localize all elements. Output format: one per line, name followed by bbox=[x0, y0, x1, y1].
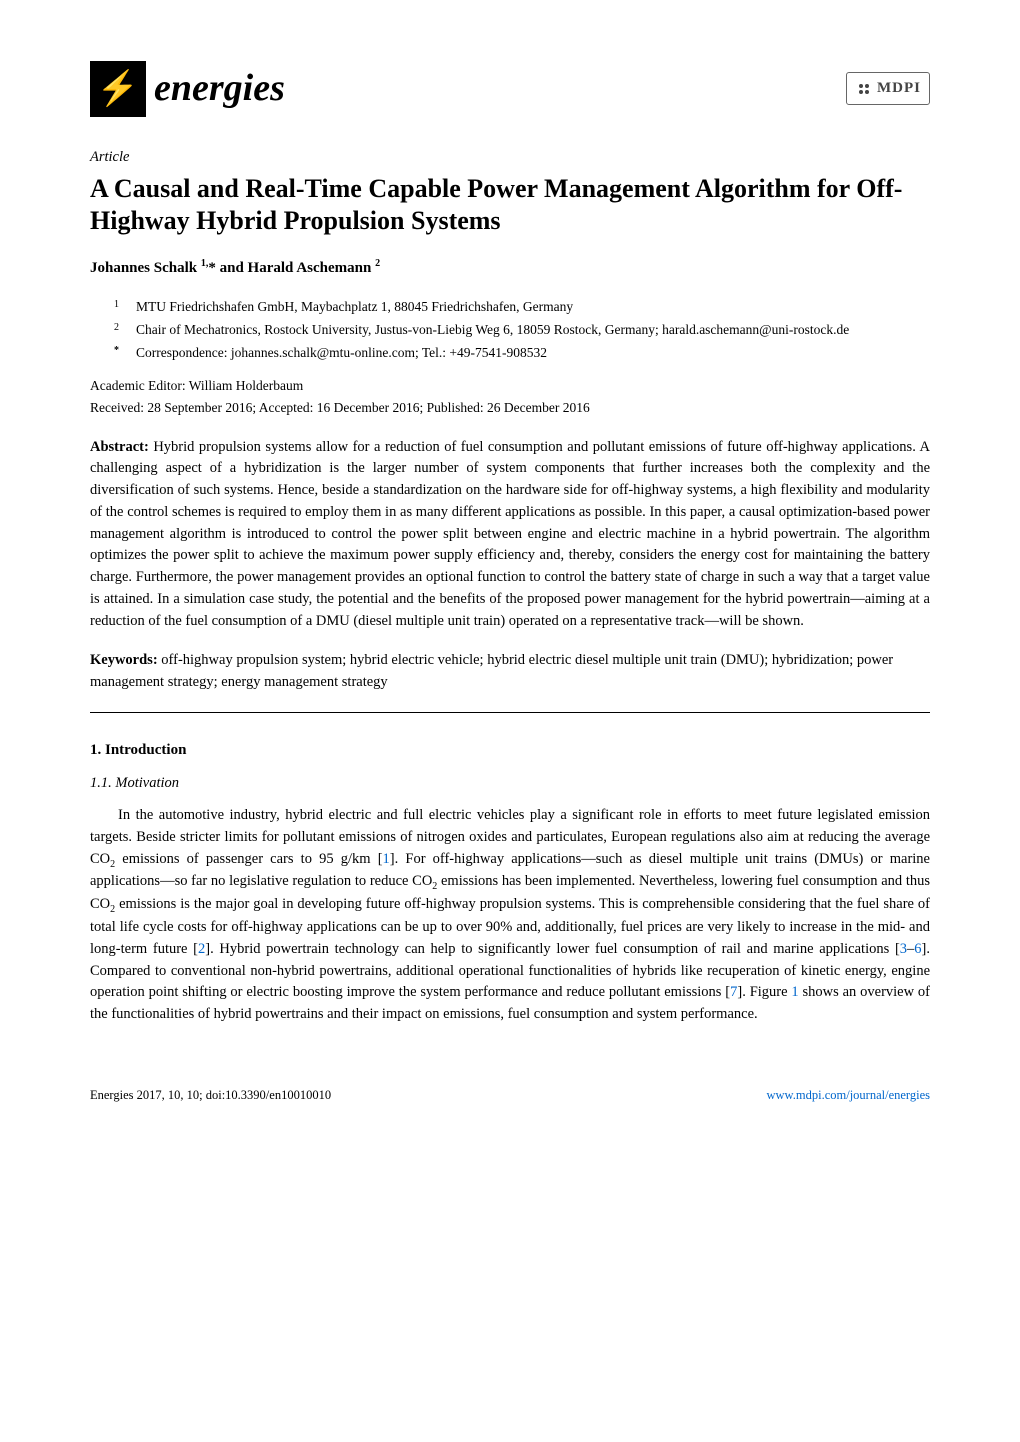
affiliations-list: 1 MTU Friedrichshafen GmbH, Maybachplatz … bbox=[114, 297, 930, 364]
section-1-heading: 1. Introduction bbox=[90, 739, 930, 762]
footer-link[interactable]: www.mdpi.com/journal/energies bbox=[766, 1088, 930, 1102]
academic-editor: Academic Editor: William Holderbaum bbox=[90, 376, 930, 396]
keywords-label: Keywords: bbox=[90, 652, 158, 668]
article-type: Article bbox=[90, 147, 930, 169]
affiliation-row: 1 MTU Friedrichshafen GmbH, Maybachplatz … bbox=[114, 297, 930, 318]
section-rule bbox=[90, 712, 930, 713]
footer-journal-url[interactable]: www.mdpi.com/journal/energies bbox=[766, 1086, 930, 1105]
affiliation-text: Correspondence: johannes.schalk@mtu-onli… bbox=[136, 343, 547, 364]
abstract-text: Hybrid propulsion systems allow for a re… bbox=[90, 439, 930, 629]
footer-citation: Energies 2017, 10, 10; doi:10.3390/en100… bbox=[90, 1086, 331, 1105]
keywords-block: Keywords: off-highway propulsion system;… bbox=[90, 650, 930, 694]
affiliation-sup: 2 bbox=[114, 320, 124, 341]
journal-logo-block: ⚡ energies bbox=[90, 60, 285, 117]
bolt-icon: ⚡ bbox=[97, 63, 139, 114]
affiliation-text: MTU Friedrichshafen GmbH, Maybachplatz 1… bbox=[136, 297, 573, 318]
affiliation-row: * Correspondence: johannes.schalk@mtu-onl… bbox=[114, 343, 930, 364]
abstract-block: Abstract: Hybrid propulsion systems allo… bbox=[90, 437, 930, 633]
abstract-label: Abstract: bbox=[90, 439, 149, 455]
journal-name: energies bbox=[154, 60, 285, 117]
affiliation-text: Chair of Mechatronics, Rostock Universit… bbox=[136, 320, 849, 341]
affiliation-sup: 1 bbox=[114, 297, 124, 318]
article-title: A Causal and Real-Time Capable Power Man… bbox=[90, 173, 930, 238]
section-1-1-heading: 1.1. Motivation bbox=[90, 773, 930, 795]
page-header: ⚡ energies MDPI bbox=[90, 60, 930, 117]
article-dates: Received: 28 September 2016; Accepted: 1… bbox=[90, 398, 930, 418]
publisher-name: MDPI bbox=[877, 77, 921, 100]
keywords-text: off-highway propulsion system; hybrid el… bbox=[90, 652, 893, 690]
mdpi-icon bbox=[855, 80, 873, 98]
journal-logo-square: ⚡ bbox=[90, 61, 146, 117]
affiliation-sup: * bbox=[114, 343, 124, 364]
article-authors: Johannes Schalk 1,* and Harald Aschemann… bbox=[90, 256, 930, 280]
publisher-logo: MDPI bbox=[846, 72, 930, 105]
affiliation-row: 2 Chair of Mechatronics, Rostock Universi… bbox=[114, 320, 930, 341]
page-footer: Energies 2017, 10, 10; doi:10.3390/en100… bbox=[90, 1086, 930, 1105]
section-1-1-body: In the automotive industry, hybrid elect… bbox=[90, 805, 930, 1026]
